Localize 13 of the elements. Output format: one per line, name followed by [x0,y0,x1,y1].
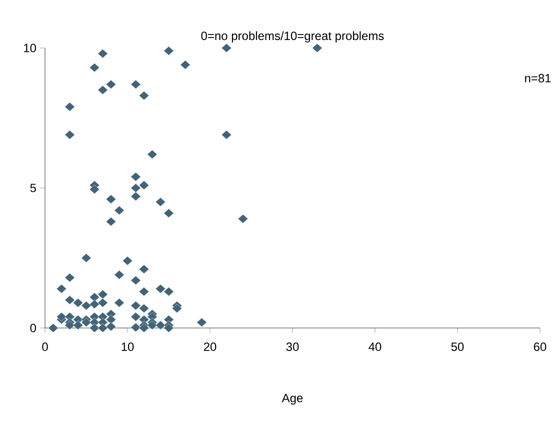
chart-title: 0=no problems/10=great problems [201,31,384,42]
x-tick-label: 40 [368,342,382,352]
y-tick-label: 10 [24,44,36,52]
x-tick-label: 60 [534,342,546,352]
y-tick-label: 0 [30,324,36,332]
x-tick-label: 30 [286,342,299,352]
x-tick-label: 0 [42,342,48,352]
annotation: n=81 [525,74,551,82]
x-tick-label: 10 [122,342,134,352]
x-tick-label: 50 [451,342,464,352]
x-axis-title: Age [282,394,303,405]
x-tick-label: 20 [204,342,216,352]
y-tick-label: 5 [30,184,36,192]
